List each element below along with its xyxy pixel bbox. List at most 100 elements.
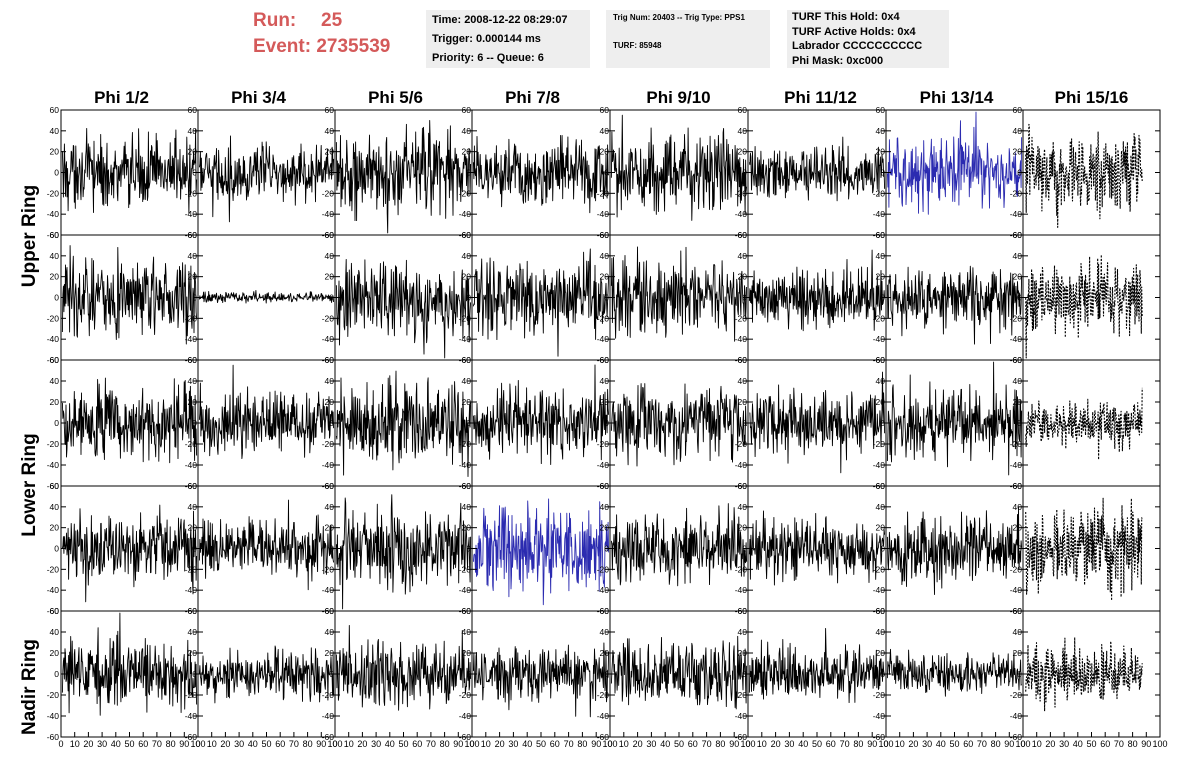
y-tick-label: 40 — [1013, 502, 1023, 512]
y-tick-label: -40 — [1010, 334, 1023, 344]
y-tick-label: 40 — [462, 502, 472, 512]
waveform-trace — [748, 136, 886, 202]
y-tick-label: -20 — [459, 690, 472, 700]
waveform-trace — [610, 503, 748, 587]
y-tick-label: 40 — [600, 126, 610, 136]
phi-mask-text: Phi Mask: 0xc000 — [792, 54, 884, 67]
x-tick-label: 10 — [757, 739, 767, 749]
col-header-phi-1-2: Phi 1/2 — [94, 88, 149, 107]
y-tick-label: 60 — [876, 105, 886, 115]
y-tick-label: 0 — [466, 544, 471, 554]
priority-text: Priority: 6 -- Queue: 6 — [432, 52, 544, 64]
waveform-trace — [748, 627, 886, 704]
y-tick-label: 60 — [325, 606, 335, 616]
turf-this-hold-text: TURF This Hold: 0x4 — [792, 11, 900, 23]
y-tick-label: 60 — [1013, 230, 1023, 240]
x-tick-label: 10 — [70, 739, 80, 749]
y-tick-label: 0 — [54, 418, 59, 428]
y-tick-label: 0 — [329, 293, 334, 303]
y-tick-label: 20 — [188, 147, 198, 157]
y-tick-label: 60 — [738, 481, 748, 491]
waveform-trace — [749, 371, 886, 474]
y-tick-label: -60 — [735, 732, 748, 742]
waveform-trace — [886, 648, 1023, 697]
x-tick-label: 90 — [1141, 739, 1151, 749]
y-tick-label: -40 — [459, 209, 472, 219]
x-tick-label: 20 — [495, 739, 505, 749]
y-tick-label: 20 — [50, 648, 60, 658]
x-tick-label: 10 — [344, 739, 354, 749]
y-tick-label: 40 — [1013, 627, 1023, 637]
y-tick-label: 40 — [876, 376, 886, 386]
col-header-phi-9-10: Phi 9/10 — [646, 88, 711, 107]
y-tick-label: 60 — [738, 606, 748, 616]
waveform-trace — [886, 361, 1023, 476]
waveform-trace — [610, 246, 748, 342]
y-tick-label: 0 — [880, 418, 885, 428]
y-tick-label: -20 — [735, 439, 748, 449]
waveform-trace — [472, 134, 610, 214]
y-tick-label: 20 — [738, 523, 748, 533]
col-header-phi-13-14: Phi 13/14 — [919, 88, 994, 107]
x-tick-label: 0 — [195, 739, 200, 749]
y-tick-label: 40 — [876, 126, 886, 136]
x-tick-label: 10 — [619, 739, 629, 749]
y-tick-label: 0 — [880, 544, 885, 554]
y-tick-label: 60 — [1013, 355, 1023, 365]
y-tick-label: 0 — [880, 293, 885, 303]
y-tick-label: 0 — [329, 168, 334, 178]
y-tick-label: -40 — [47, 585, 60, 595]
y-tick-label: -60 — [47, 481, 60, 491]
y-tick-label: 0 — [742, 168, 747, 178]
y-tick-label: 40 — [188, 376, 198, 386]
y-tick-label: -40 — [597, 334, 610, 344]
y-tick-label: -20 — [322, 690, 335, 700]
y-tick-label: -40 — [735, 585, 748, 595]
x-tick-label: 60 — [138, 739, 148, 749]
x-tick-label: 70 — [426, 739, 436, 749]
y-tick-label: -40 — [185, 460, 198, 470]
y-tick-label: 0 — [604, 168, 609, 178]
y-tick-label: 40 — [738, 627, 748, 637]
event-line: Event: 2735539 — [253, 34, 423, 60]
trig-info-box: Trig Num: 20403 -- Trig Type: PPS1 TURF:… — [606, 10, 770, 68]
y-tick-label: 20 — [1013, 523, 1023, 533]
x-tick-label: 70 — [702, 739, 712, 749]
x-tick-label: 90 — [867, 739, 877, 749]
y-tick-label: -20 — [459, 564, 472, 574]
y-tick-label: -40 — [873, 711, 886, 721]
y-tick-label: 20 — [876, 272, 886, 282]
y-tick-label: 0 — [192, 293, 197, 303]
y-tick-label: -40 — [47, 711, 60, 721]
y-tick-label: 20 — [876, 397, 886, 407]
y-tick-label: 40 — [50, 251, 60, 261]
y-tick-label: 0 — [54, 293, 59, 303]
y-tick-label: -20 — [185, 690, 198, 700]
y-tick-label: 20 — [738, 648, 748, 658]
x-tick-label: 60 — [1100, 739, 1110, 749]
run-event-box: Run: 25 Event: 2735539 — [253, 8, 423, 68]
x-tick-label: 100 — [327, 739, 342, 749]
y-tick-label: 40 — [325, 126, 335, 136]
x-tick-label: 60 — [275, 739, 285, 749]
y-tick-label: -40 — [185, 585, 198, 595]
waveform-trace — [748, 249, 886, 332]
y-tick-label: 60 — [462, 606, 472, 616]
waveform-trace — [198, 289, 335, 304]
y-tick-label: 60 — [462, 230, 472, 240]
y-tick-label: 20 — [600, 147, 610, 157]
y-tick-label: -40 — [873, 460, 886, 470]
y-tick-label: 20 — [738, 397, 748, 407]
y-tick-label: -40 — [597, 460, 610, 470]
x-tick-label: 30 — [371, 739, 381, 749]
x-tick-label: 30 — [1059, 739, 1069, 749]
x-tick-label: 40 — [798, 739, 808, 749]
waveform-trace — [198, 645, 335, 704]
y-tick-label: 20 — [50, 523, 60, 533]
y-tick-label: -20 — [1010, 188, 1023, 198]
waveform-trace — [748, 510, 886, 586]
y-tick-label: 60 — [50, 230, 60, 240]
y-tick-label: 20 — [325, 397, 335, 407]
y-tick-label: -20 — [735, 188, 748, 198]
event-label: Event: — [253, 36, 312, 57]
